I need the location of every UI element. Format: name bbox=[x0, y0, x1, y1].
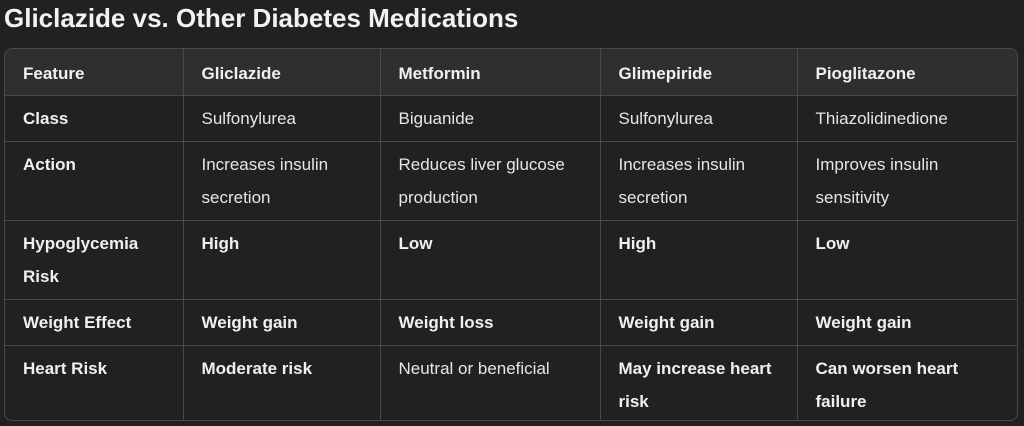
table-row: Class Sulfonylurea Biguanide Sulfonylure… bbox=[5, 95, 1017, 142]
row-label-class: Class bbox=[5, 95, 184, 142]
table-cell: Thiazolidinedione bbox=[797, 95, 1017, 142]
table-cell: Moderate risk bbox=[183, 345, 381, 420]
header-feature: Feature bbox=[5, 49, 184, 96]
table-cell: May increase heart risk bbox=[600, 345, 798, 420]
row-label-heart-risk: Heart Risk bbox=[5, 345, 184, 420]
table-row: Hypoglycemia Risk High Low High Low bbox=[5, 220, 1017, 300]
header-glimepiride: Glimepiride bbox=[600, 49, 798, 96]
table-cell: Can worsen heart failure bbox=[815, 358, 959, 411]
comparison-table: Feature Gliclazide Metformin Glimepiride… bbox=[4, 48, 1018, 421]
table-cell: High bbox=[600, 220, 798, 300]
table-cell: Sulfonylurea bbox=[600, 95, 798, 142]
table-row: Action Increases insulin secretion Reduc… bbox=[5, 141, 1017, 221]
table-cell: Low bbox=[380, 220, 601, 300]
header-metformin: Metformin bbox=[380, 49, 601, 96]
row-label-weight-effect: Weight Effect bbox=[5, 299, 184, 346]
table-cell: Sulfonylurea bbox=[183, 95, 381, 142]
header-pioglitazone: Pioglitazone bbox=[797, 49, 1017, 96]
table-cell: Weight gain bbox=[183, 299, 381, 346]
table-cell: Weight gain bbox=[797, 299, 1017, 346]
table-cell: Weight gain bbox=[600, 299, 798, 346]
table-cell: Increases insulin secretion bbox=[183, 141, 381, 221]
table-cell: Reduces liver glucose production bbox=[380, 141, 601, 221]
row-label-hypoglycemia-risk: Hypoglycemia Risk bbox=[5, 220, 184, 300]
table-cell: Low bbox=[797, 220, 1017, 300]
table-cell: Increases insulin secretion bbox=[600, 141, 798, 221]
row-label-action: Action bbox=[5, 141, 184, 221]
table-cell: Neutral or beneficial bbox=[380, 345, 601, 420]
table-header-row: Feature Gliclazide Metformin Glimepiride… bbox=[5, 49, 1017, 96]
table-cell: Biguanide bbox=[380, 95, 601, 142]
page-title: Gliclazide vs. Other Diabetes Medication… bbox=[4, 3, 519, 33]
table-row: Heart Risk Moderate risk Neutral or bene… bbox=[5, 345, 1017, 420]
table-row: Weight Effect Weight gain Weight loss We… bbox=[5, 299, 1017, 346]
table-cell: High bbox=[183, 220, 381, 300]
table-cell: Improves insulin sensitivity bbox=[797, 141, 1017, 221]
table-cell: Weight loss bbox=[380, 299, 601, 346]
header-gliclazide: Gliclazide bbox=[183, 49, 381, 96]
